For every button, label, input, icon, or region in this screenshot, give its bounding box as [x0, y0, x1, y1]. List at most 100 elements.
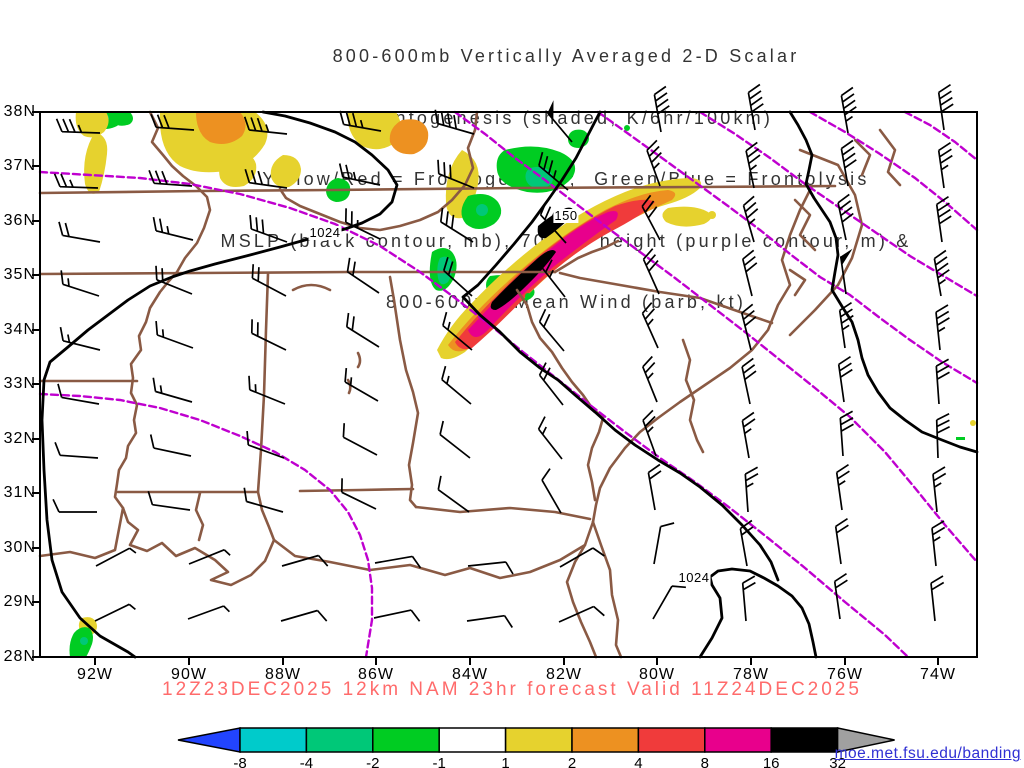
wind-barb [643, 410, 656, 456]
wind-barb [444, 257, 472, 296]
border-al-ga [390, 277, 418, 507]
wind-barb [151, 114, 194, 130]
wind-barb [840, 411, 853, 456]
mslp-1024-southeast [700, 569, 816, 657]
lat-tick-label: 35N [3, 266, 36, 283]
wind-barb [745, 467, 758, 512]
border-al-fl [300, 489, 413, 491]
wind-barb [374, 610, 420, 621]
wind-barb [642, 195, 660, 240]
mslp-center [463, 112, 778, 580]
state-borders [40, 112, 900, 657]
wind-barb [841, 141, 856, 187]
wind-barb [375, 556, 421, 568]
colorbar-tick-value: -8 [233, 755, 246, 768]
coast-fl-gulf [567, 545, 596, 657]
wind-barb [740, 521, 753, 567]
wind-barb [468, 562, 513, 574]
wind-barb [346, 208, 380, 239]
wind-barb [59, 222, 100, 242]
colorbar-segment [504, 727, 573, 753]
lon-tick-label: 76W [827, 666, 863, 683]
lat-tick-label: 34N [3, 321, 36, 338]
wind-barb [245, 117, 287, 134]
wind-barb [743, 576, 756, 621]
axis-ticks [32, 111, 939, 665]
wind-barb [931, 576, 944, 621]
wind-barb [542, 255, 565, 297]
sound-wiggles-2 [790, 270, 805, 295]
wind-barb [467, 616, 512, 628]
wind-barb [58, 384, 99, 404]
wind-barb [245, 169, 287, 188]
wind-barb [188, 606, 229, 619]
lon-tick-label: 92W [77, 666, 113, 683]
lon-tick-label: 88W [265, 666, 301, 683]
colorbar-segment [770, 727, 839, 753]
wind-barb [742, 304, 756, 350]
colorbar-legend: -8 -4 -2 -1 1 2 4 8 16 32 [177, 727, 895, 768]
wind-barb [560, 548, 604, 567]
wind-barb [153, 378, 192, 402]
colorbar-tick-value: 2 [568, 755, 576, 768]
colorbar-tick-value: -1 [433, 755, 446, 768]
wind-barb [539, 152, 568, 190]
lat-tick-label: 38N [3, 103, 36, 120]
wind-barb [151, 435, 191, 457]
colorbar-segment [704, 727, 772, 753]
wind-barb [653, 586, 686, 619]
wind-barb [539, 417, 562, 459]
wind-barb [154, 217, 194, 240]
colorbar-left-arrow [177, 727, 241, 753]
colorbar-tick-value: 16 [763, 755, 780, 768]
wind-barb [281, 611, 327, 622]
colorbar-segment [239, 727, 308, 753]
colorbar-right-arrow [836, 727, 895, 753]
wind-barb [934, 251, 949, 297]
wind-barb [840, 303, 854, 348]
wind-barb [837, 465, 850, 510]
lon-tick-label: 80W [639, 666, 675, 683]
coast-va-bits [855, 140, 870, 175]
border-tn-nc [555, 241, 618, 272]
lat-tick-label: 36N [3, 212, 36, 229]
wind-barb [937, 197, 952, 242]
wind-barb [61, 327, 101, 350]
wind-barb [841, 88, 856, 134]
coast-outer-banks [790, 150, 862, 335]
wind-barb [643, 303, 659, 348]
wind-barb [156, 266, 192, 294]
wind-barb [340, 111, 381, 131]
wind-barb [644, 249, 660, 294]
wind-barb [342, 478, 376, 509]
border-ms-al [258, 274, 274, 540]
wind-barb [442, 366, 471, 404]
border-nc-sc [560, 273, 772, 323]
wind-barb [643, 357, 657, 403]
wind-barb [542, 469, 561, 513]
wind-barb [654, 523, 674, 564]
lon-tick-label: 82W [546, 666, 582, 683]
wind-barb [343, 423, 377, 455]
wind-barb [149, 170, 192, 186]
wind-barb [540, 309, 564, 351]
site-link[interactable]: moe.met.fsu.edu/banding [834, 745, 1021, 762]
colorbar-tick-value: 4 [634, 755, 642, 768]
coast-va-bits-2 [880, 130, 900, 185]
forecast-validity-text: 12Z23DEC2025 12km NAM 23hr forecast Vali… [162, 679, 862, 700]
wind-barb [835, 574, 848, 619]
lon-tick-label: 86W [358, 666, 394, 683]
lat-tick-label: 32N [3, 430, 36, 447]
wind-barb [932, 521, 945, 566]
border-ga-fl [416, 507, 590, 519]
wind-barb [939, 85, 954, 130]
wind-barb [438, 476, 469, 512]
colorbar-segment [571, 727, 640, 753]
river-al-1 [293, 285, 330, 290]
river-mississippi [115, 112, 210, 508]
river-tennessee [280, 112, 477, 230]
wind-barb [933, 467, 946, 512]
river-savannah [517, 290, 603, 500]
wind-barb [347, 313, 379, 347]
wind-barb [540, 363, 563, 405]
